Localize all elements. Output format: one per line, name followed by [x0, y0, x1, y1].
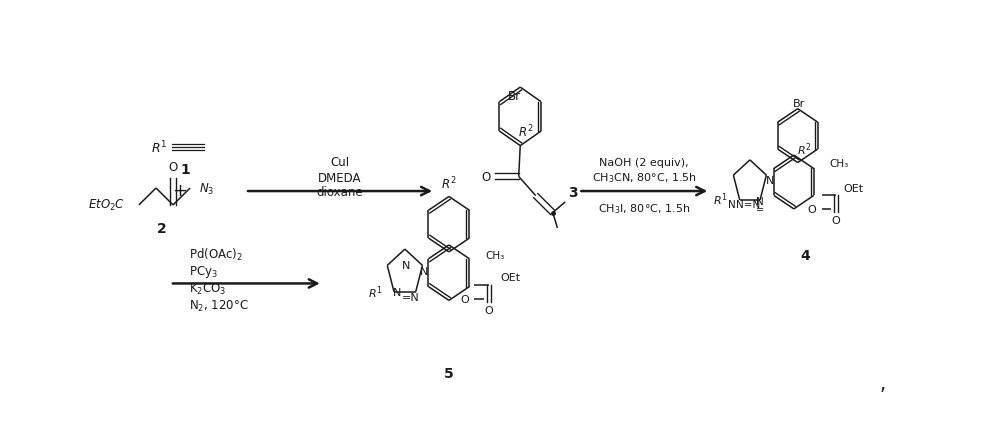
- Text: PCy$_3$: PCy$_3$: [189, 264, 217, 279]
- Text: ,: ,: [880, 374, 886, 393]
- Text: O: O: [482, 170, 491, 184]
- Text: =N: =N: [402, 293, 420, 303]
- Text: 1: 1: [181, 162, 190, 177]
- Text: 2: 2: [157, 222, 167, 236]
- Text: O: O: [485, 305, 493, 315]
- Text: $R^1$: $R^1$: [368, 284, 383, 300]
- Text: N$_2$, 120°C: N$_2$, 120°C: [189, 298, 248, 313]
- Text: O: O: [168, 161, 178, 173]
- Text: N: N: [420, 266, 429, 276]
- Text: OEt: OEt: [844, 184, 864, 193]
- Text: $R^1$: $R^1$: [151, 140, 168, 156]
- Text: Br: Br: [793, 99, 805, 109]
- Text: CH₃: CH₃: [485, 250, 504, 260]
- Text: $R^2$: $R^2$: [441, 176, 457, 192]
- Text: Br: Br: [508, 90, 521, 103]
- Text: $R^2$: $R^2$: [518, 124, 533, 140]
- Text: K$_2$CO$_3$: K$_2$CO$_3$: [189, 281, 226, 296]
- Text: O: O: [807, 205, 816, 215]
- Text: O: O: [832, 215, 840, 226]
- Text: DMEDA: DMEDA: [318, 171, 362, 184]
- Text: $R^1$: $R^1$: [713, 191, 727, 207]
- Text: Pd(OAc)$_2$: Pd(OAc)$_2$: [189, 247, 243, 263]
- Text: N: N: [393, 287, 401, 297]
- Text: $N_3$: $N_3$: [199, 181, 215, 196]
- Text: CH$_3$I, 80°C, 1.5h: CH$_3$I, 80°C, 1.5h: [598, 201, 690, 215]
- Text: N: N: [728, 199, 736, 209]
- Text: 4: 4: [801, 248, 810, 262]
- Text: O: O: [460, 294, 469, 304]
- Text: N: N: [766, 176, 774, 186]
- Text: dioxane: dioxane: [317, 186, 363, 199]
- Text: $EtO_2C$: $EtO_2C$: [88, 198, 125, 213]
- Text: 3: 3: [568, 185, 578, 199]
- Text: OEt: OEt: [501, 273, 521, 283]
- Text: N: N: [401, 260, 410, 270]
- Text: +: +: [172, 181, 187, 199]
- Text: N=N: N=N: [736, 199, 760, 209]
- Text: CH$_3$CN, 80°C, 1.5h: CH$_3$CN, 80°C, 1.5h: [592, 171, 697, 185]
- Text: NaOH (2 equiv),: NaOH (2 equiv),: [599, 157, 689, 167]
- Text: =: =: [756, 205, 764, 215]
- Text: CuI: CuI: [330, 156, 350, 169]
- Text: $R^2$: $R^2$: [797, 141, 811, 158]
- Text: N: N: [756, 197, 764, 207]
- Text: CH₃: CH₃: [829, 159, 849, 169]
- Text: 5: 5: [444, 366, 454, 380]
